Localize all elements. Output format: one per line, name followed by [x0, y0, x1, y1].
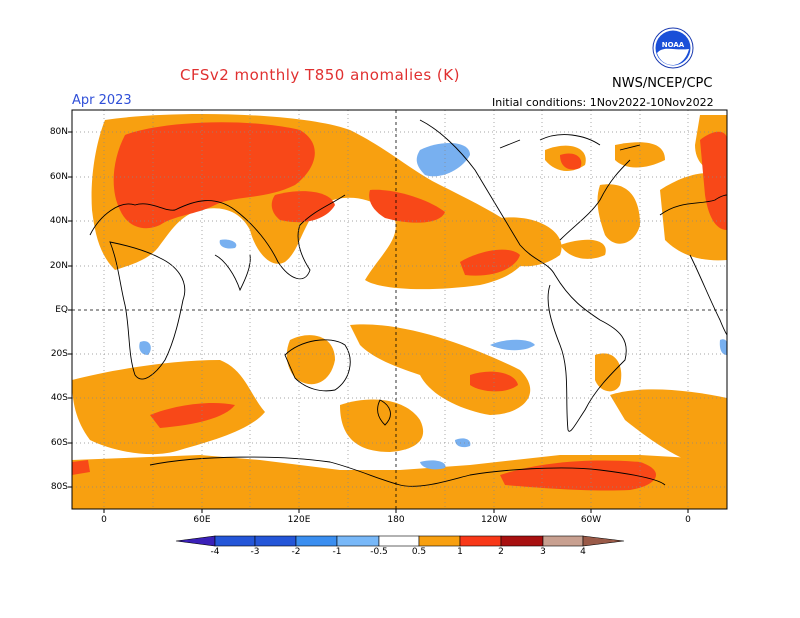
colorbar-label: 2 — [498, 547, 504, 557]
noaa-logo-text: NOAA — [662, 41, 685, 49]
lat-label-20s: 20S — [50, 349, 68, 359]
colorbar-bin-7 — [459, 535, 502, 547]
colorbar-arrow-low — [175, 535, 216, 547]
forecast-month: Apr 2023 — [72, 93, 132, 108]
lon-label-0-east: 0 — [685, 515, 691, 525]
chart-title: CFSv2 monthly T850 anomalies (K) — [180, 66, 460, 84]
colorbar-label: -1 — [332, 547, 342, 557]
lon-label-120w: 120W — [480, 515, 508, 525]
lon-label-180: 180 — [387, 515, 405, 525]
colorbar-bin-3 — [295, 535, 338, 547]
colorbar-bin-4 — [336, 535, 380, 547]
lat-label-40s: 40S — [50, 393, 68, 403]
axis-ticks — [68, 131, 689, 513]
colorbar-bin-2 — [254, 535, 297, 547]
lon-label-0: 0 — [101, 515, 107, 525]
colorbar-label: 0.5 — [411, 547, 427, 557]
lat-label-60n: 60N — [49, 172, 68, 182]
lat-label-eq: EQ — [55, 305, 68, 315]
anomaly-warm-mid — [72, 122, 727, 491]
colorbar-label: -3 — [250, 547, 260, 557]
initial-conditions: Initial conditions: 1Nov2022-10Nov2022 — [492, 96, 714, 109]
graticule — [72, 110, 727, 509]
colorbar-arrow-high — [582, 535, 625, 547]
colorbar-label: -0.5 — [370, 547, 388, 557]
coastlines — [89, 119, 727, 487]
noaa-logo: NOAA — [652, 27, 694, 69]
agency-label: NWS/NCEP/CPC — [612, 76, 713, 91]
lat-label-80n: 80N — [49, 127, 68, 137]
reference-lines — [72, 110, 727, 509]
colorbar-bin-9 — [542, 535, 584, 547]
lon-label-60w: 60W — [580, 515, 602, 525]
lat-label-20n: 20N — [49, 261, 68, 271]
colorbar-label: -2 — [291, 547, 301, 557]
colorbar-label: -4 — [210, 547, 220, 557]
lat-label-40n: 40N — [49, 216, 68, 226]
colorbar-bin-5 — [378, 535, 420, 547]
colorbar-label: 4 — [580, 547, 586, 557]
colorbar-label: 3 — [540, 547, 546, 557]
lon-label-60e: 60E — [193, 515, 211, 525]
colorbar-label: 1 — [457, 547, 463, 557]
anomaly-fields — [72, 114, 727, 509]
colorbar-bin-1 — [214, 535, 256, 547]
lon-label-120e: 120E — [287, 515, 311, 525]
anomaly-cool-low — [139, 143, 727, 470]
colorbar — [175, 535, 625, 547]
lat-label-80s: 80S — [50, 482, 68, 492]
colorbar-bin-6 — [418, 535, 461, 547]
lat-label-60s: 60S — [50, 438, 68, 448]
colorbar-bin-8 — [500, 535, 544, 547]
